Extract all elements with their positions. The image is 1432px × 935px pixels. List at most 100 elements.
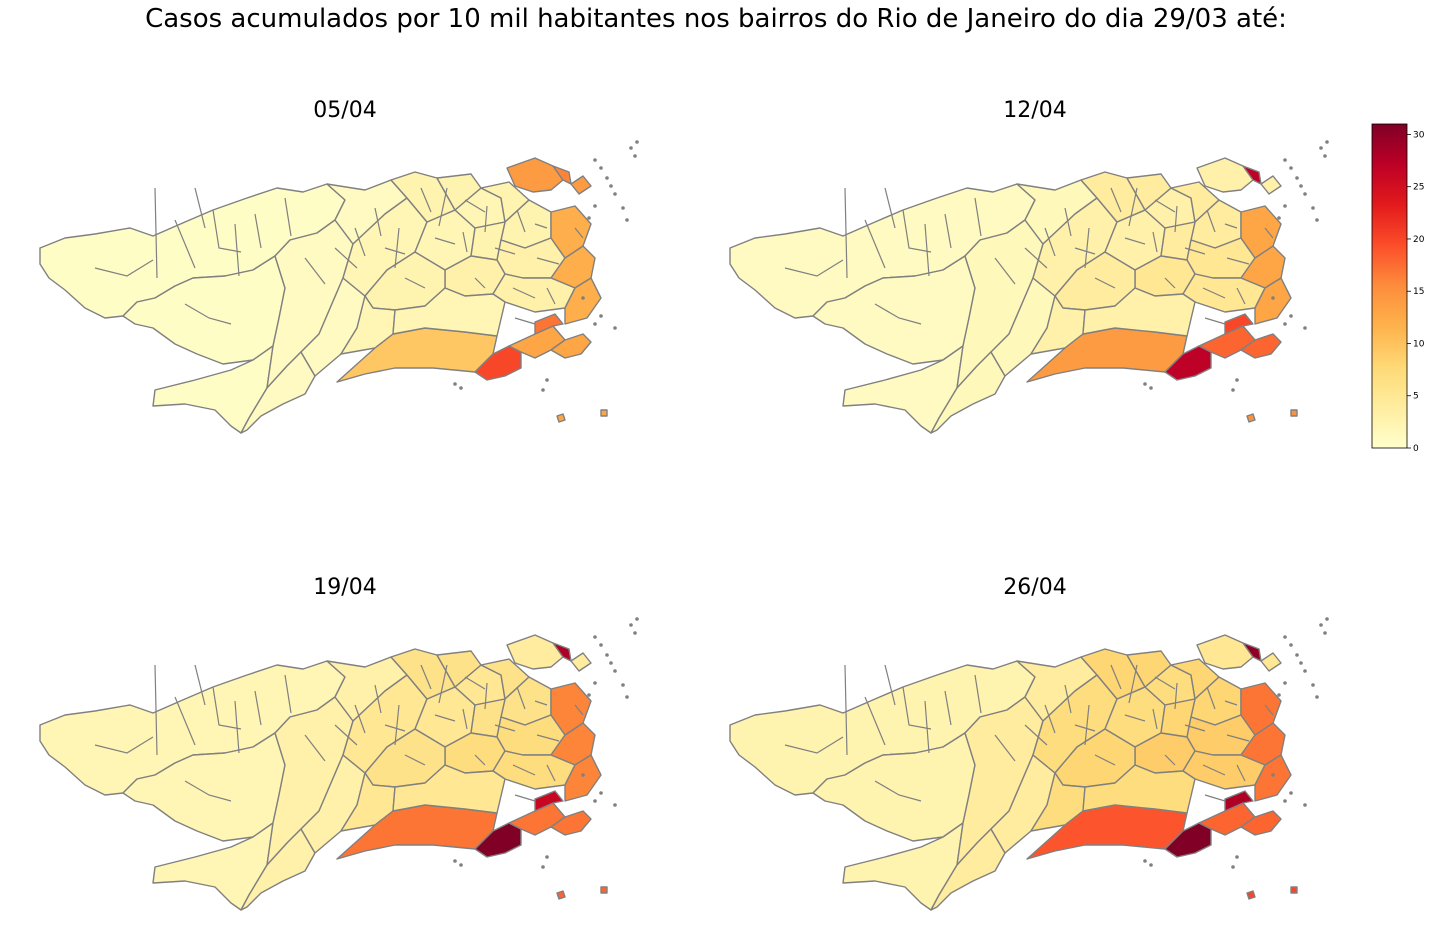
- bairro-region-islands-south: [1246, 890, 1256, 900]
- bairro-region-island: [1260, 175, 1282, 195]
- island-speck: [1295, 176, 1299, 180]
- bairro-border: [94, 259, 154, 277]
- island-speck: [1323, 631, 1327, 635]
- bairro-border: [1154, 676, 1176, 690]
- bairro-border: [1164, 754, 1176, 766]
- island-speck: [599, 314, 603, 318]
- bairro-border: [1128, 664, 1138, 704]
- bairro-border: [384, 247, 406, 255]
- bairro-region-zs-small: [1224, 313, 1254, 335]
- bairro-border: [1264, 704, 1274, 716]
- island-speck: [625, 695, 629, 699]
- bairro-border: [464, 676, 486, 690]
- island-speck: [629, 146, 633, 150]
- bairro-border: [404, 277, 426, 289]
- island-speck: [1143, 382, 1147, 386]
- bairro-region-island: [570, 652, 592, 672]
- island-speck: [581, 296, 585, 300]
- island-speck: [599, 791, 603, 795]
- bairro-region-south-east: [1240, 810, 1282, 836]
- bairro-border: [994, 257, 1016, 285]
- panel-title-3: 19/04: [313, 575, 377, 600]
- map-panel-4: 26/04: [725, 575, 1385, 935]
- colorbar-tick-label: 15: [1413, 287, 1424, 297]
- island-speck: [1271, 296, 1275, 300]
- main-title: Casos acumulados por 10 mil habitantes n…: [145, 4, 1287, 34]
- bairro-border: [304, 257, 326, 285]
- bairro-border: [536, 257, 560, 265]
- island-speck: [1311, 206, 1315, 210]
- bairro-border: [194, 187, 206, 229]
- bairro-border: [1044, 227, 1056, 257]
- bairro-region-south: [474, 822, 522, 858]
- bairro-region-barra: [336, 327, 498, 383]
- bairro-border: [1152, 708, 1158, 730]
- island-speck: [1299, 661, 1303, 665]
- island-speck: [1277, 693, 1281, 697]
- island-speck: [635, 617, 639, 621]
- bairro-border: [334, 247, 358, 269]
- bairro-border: [154, 664, 158, 756]
- bairro-border: [516, 209, 526, 233]
- bairro-border: [994, 734, 1016, 762]
- bairro-border: [784, 259, 844, 277]
- bairro-region-island: [1260, 652, 1282, 672]
- bairro-border: [534, 223, 548, 229]
- bairro-border: [438, 664, 448, 704]
- bairro-border: [404, 754, 426, 766]
- bairro-border: [234, 223, 240, 277]
- colorbar: 0 5 10 15 20 25 30: [1371, 123, 1425, 454]
- bairro-border: [1128, 187, 1138, 227]
- colorbar-gradient: [1371, 123, 1408, 449]
- bairro-border: [1202, 287, 1226, 299]
- bairro-border: [1206, 686, 1216, 710]
- choropleth-map-3: [39, 617, 639, 911]
- bairro-region-center: [392, 287, 506, 337]
- bairro-region-islands-south: [556, 890, 566, 900]
- bairro-border: [874, 303, 922, 325]
- island-speck: [633, 631, 637, 635]
- island-speck: [1235, 855, 1239, 859]
- bairro-region-islands-south: [600, 409, 608, 417]
- island-speck: [605, 176, 609, 180]
- island-speck: [599, 166, 603, 170]
- island-speck: [459, 863, 463, 867]
- island-speck: [1149, 386, 1153, 390]
- choropleth-map-4: [729, 617, 1329, 911]
- bairro-border: [420, 664, 432, 690]
- island-speck: [1323, 154, 1327, 158]
- bairro-border: [494, 247, 516, 255]
- bairro-region-island: [570, 175, 592, 195]
- island-speck: [1283, 322, 1287, 326]
- bairro-border: [1110, 187, 1122, 213]
- bairro-border: [420, 187, 432, 213]
- bairro-region-south-east: [550, 333, 592, 359]
- island-speck: [593, 799, 597, 803]
- bairro-border: [234, 700, 240, 754]
- bairro-border: [1110, 664, 1122, 690]
- island-speck: [1283, 799, 1287, 803]
- bairro-border: [534, 700, 548, 706]
- island-speck: [1289, 166, 1293, 170]
- island-speck: [1311, 683, 1315, 687]
- island-speck: [613, 326, 617, 330]
- bairro-border: [1264, 227, 1274, 239]
- bairro-region-island: [506, 634, 564, 670]
- bairro-border: [1094, 277, 1116, 289]
- island-speck: [1289, 643, 1293, 647]
- bairro-region-east-north: [1240, 682, 1282, 736]
- bairro-region-island: [506, 157, 564, 193]
- island-speck: [1277, 216, 1281, 220]
- bairro-border: [536, 734, 560, 742]
- bairro-border: [484, 205, 488, 233]
- island-speck: [1289, 791, 1293, 795]
- island-speck: [593, 204, 597, 208]
- bairro-border: [374, 684, 382, 714]
- bairro-region-center: [392, 764, 506, 814]
- island-speck: [459, 386, 463, 390]
- island-speck: [545, 378, 549, 382]
- island-speck: [1303, 803, 1307, 807]
- bairro-region-island: [1196, 157, 1254, 193]
- island-speck: [1315, 695, 1319, 699]
- bairro-border: [184, 303, 232, 325]
